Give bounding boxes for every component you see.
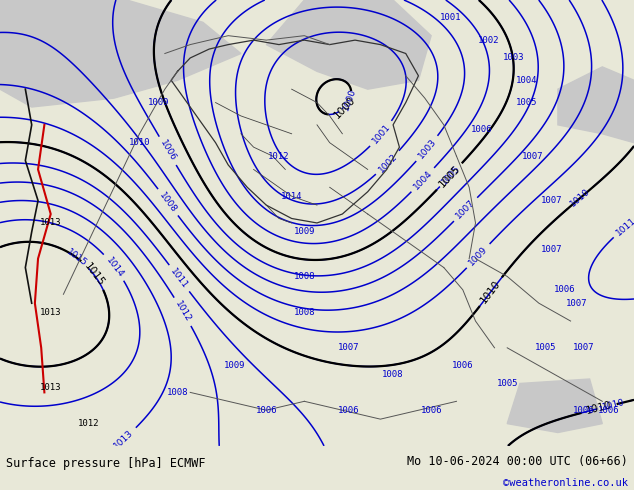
Text: 1002: 1002	[477, 36, 499, 45]
Text: ©weatheronline.co.uk: ©weatheronline.co.uk	[503, 478, 628, 489]
Text: 1000: 1000	[342, 87, 358, 112]
Text: 1008: 1008	[167, 388, 188, 397]
Text: 1006: 1006	[256, 406, 277, 415]
Text: 1004: 1004	[411, 169, 434, 191]
Text: 1003: 1003	[417, 137, 438, 160]
Text: 1001: 1001	[439, 13, 461, 23]
Text: 1013: 1013	[40, 219, 61, 227]
Text: 1007: 1007	[455, 198, 477, 220]
Text: 1013: 1013	[113, 428, 136, 450]
Text: 1011: 1011	[169, 267, 190, 290]
Text: 1007: 1007	[338, 343, 359, 352]
Text: 1010: 1010	[479, 278, 503, 305]
Text: 1006: 1006	[158, 139, 178, 163]
Text: 1008: 1008	[382, 370, 404, 379]
Text: Mo 10-06-2024 00:00 UTC (06+66): Mo 10-06-2024 00:00 UTC (06+66)	[407, 455, 628, 468]
Text: 1007: 1007	[522, 151, 543, 161]
Text: 1015: 1015	[82, 261, 106, 288]
Text: 1010: 1010	[601, 398, 626, 412]
Text: 1007: 1007	[541, 196, 562, 205]
Text: 1010: 1010	[569, 187, 592, 209]
Text: 1013: 1013	[40, 384, 61, 392]
Text: 1012: 1012	[78, 419, 100, 428]
Text: 1005: 1005	[534, 343, 556, 352]
Text: 1005: 1005	[515, 98, 537, 107]
Text: 1015: 1015	[64, 247, 88, 268]
Text: 1010: 1010	[129, 138, 150, 147]
Text: 1004: 1004	[515, 76, 537, 85]
Text: 1012: 1012	[173, 299, 193, 324]
Polygon shape	[0, 0, 241, 107]
Text: 1000: 1000	[332, 95, 357, 120]
Text: Surface pressure [hPa] ECMWF: Surface pressure [hPa] ECMWF	[6, 457, 206, 470]
Text: 1005: 1005	[496, 379, 518, 388]
Text: 1006: 1006	[598, 406, 619, 415]
Polygon shape	[558, 67, 634, 143]
Text: 1006: 1006	[553, 285, 575, 294]
Text: 1007: 1007	[566, 299, 588, 308]
Text: 1006: 1006	[452, 361, 474, 370]
Text: 1008: 1008	[294, 308, 315, 317]
Text: 1010: 1010	[585, 400, 613, 416]
Text: 1006: 1006	[471, 125, 493, 134]
Text: 1009: 1009	[224, 361, 245, 370]
Text: 1002: 1002	[377, 151, 399, 174]
Text: 1007: 1007	[573, 343, 594, 352]
Text: 1008: 1008	[294, 272, 315, 281]
Polygon shape	[507, 379, 602, 433]
Text: 1001: 1001	[370, 122, 392, 146]
Text: 1008: 1008	[157, 191, 179, 214]
Polygon shape	[266, 0, 431, 89]
Text: 1006: 1006	[338, 406, 359, 415]
Text: 1014: 1014	[281, 192, 302, 201]
Text: 1005: 1005	[440, 163, 462, 186]
Text: 1009: 1009	[294, 227, 315, 236]
Text: 1005: 1005	[437, 164, 462, 190]
Text: 1013: 1013	[40, 308, 61, 317]
Text: 1009: 1009	[148, 98, 169, 107]
Text: 1012: 1012	[268, 151, 290, 161]
Text: 1007: 1007	[541, 245, 562, 254]
Text: 1006: 1006	[420, 406, 442, 415]
Text: 1011: 1011	[614, 216, 634, 237]
Text: 1003: 1003	[503, 53, 524, 62]
Text: 1006: 1006	[573, 406, 594, 415]
Text: 1009: 1009	[467, 245, 489, 268]
Text: 1014: 1014	[104, 255, 125, 279]
